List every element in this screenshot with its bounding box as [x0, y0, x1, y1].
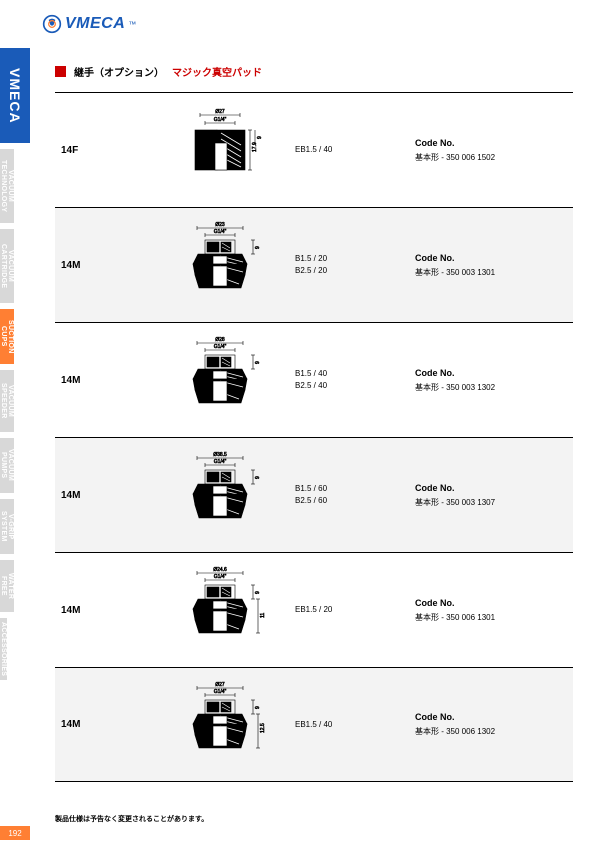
row-spec: B1.5 / 60B2.5 / 60	[295, 483, 415, 507]
footer-note: 製品仕様は予告なく変更されることがあります。	[55, 814, 208, 824]
diagram-4: Ø24.6 G1/4" 9 11	[165, 565, 275, 655]
row-code: Code No. 基本形 - 350 006 1302	[415, 712, 573, 737]
sidebar-item-6[interactable]: WATER FREE	[0, 560, 14, 612]
sidebar-item-7[interactable]: ACCESSORIES	[0, 618, 7, 680]
diagram-0: Ø27 G1/4" 17.9 9	[165, 105, 275, 195]
code-label: Code No.	[415, 598, 573, 608]
spec-row-5: 14M Ø27 G1/4" 9 12.5 EB1.5 / 40 Code No.	[55, 667, 573, 782]
code-label: Code No.	[415, 483, 573, 493]
sidebar: VMECA VACUUM TECHNOLOGY VACUUM CARTRIDGE S…	[0, 48, 30, 680]
spec-row-3: 14M Ø38.5 G1/4" 9 B1.5 / 60B2.5 / 60 Cod…	[55, 437, 573, 552]
section-title-primary: 継手（オプション）	[74, 64, 164, 79]
row-diagram: Ø27 G1/4" 17.9 9	[145, 105, 295, 195]
page-number: 192	[0, 826, 30, 840]
row-spec: B1.5 / 40B2.5 / 40	[295, 368, 415, 392]
svg-text:11: 11	[260, 613, 266, 618]
svg-text:Ø28: Ø28	[215, 337, 225, 343]
sidebar-item-5[interactable]: V-GRIP SYSTEM	[0, 499, 14, 554]
row-label: 14M	[55, 490, 145, 501]
row-code: Code No. 基本形 - 350 003 1307	[415, 483, 573, 508]
svg-text:Ø27: Ø27	[215, 109, 225, 115]
logo-text: VMECA	[65, 15, 125, 33]
row-diagram: Ø24.6 G1/4" 9 11	[145, 565, 295, 655]
svg-text:Ø23: Ø23	[215, 222, 225, 228]
row-diagram: Ø28 G1/4" 9	[145, 335, 295, 425]
svg-text:Ø38.5: Ø38.5	[213, 452, 227, 458]
svg-text:12.5: 12.5	[260, 723, 266, 733]
svg-text:Ø24.6: Ø24.6	[213, 567, 227, 573]
section-header: 継手（オプション） マジック真空パッド	[55, 64, 262, 79]
diagram-1: Ø23 G1/4" 9	[165, 220, 275, 310]
code-label: Code No.	[415, 368, 573, 378]
spec-row-1: 14M Ø23 G1/4" 9 B1.5 / 20B2.5 / 20 Code …	[55, 207, 573, 322]
sidebar-brand: VMECA	[0, 48, 30, 143]
row-label: 14M	[55, 605, 145, 616]
diagram-2: Ø28 G1/4" 9	[165, 335, 275, 425]
sidebar-item-4[interactable]: VACUUM PUMPS	[0, 438, 14, 493]
svg-text:9: 9	[255, 476, 261, 479]
sidebar-item-1[interactable]: VACUUM CARTRIDGE	[0, 229, 14, 303]
spec-row-0: 14F Ø27 G1/4" 17.9 9 EB1.5 / 40 Code No.…	[55, 92, 573, 207]
brand-logo: VMECA ™	[42, 14, 136, 34]
row-code: Code No. 基本形 - 350 003 1302	[415, 368, 573, 393]
row-spec: EB1.5 / 20	[295, 604, 415, 616]
code-label: Code No.	[415, 712, 573, 722]
sidebar-item-0[interactable]: VACUUM TECHNOLOGY	[0, 149, 14, 223]
svg-text:9: 9	[255, 246, 261, 249]
code-label: Code No.	[415, 138, 573, 148]
logo-icon	[42, 14, 62, 34]
section-marker-icon	[55, 66, 66, 77]
code-value: 基本形 - 350 003 1302	[415, 382, 573, 393]
code-value: 基本形 - 350 006 1301	[415, 612, 573, 623]
diagram-3: Ø38.5 G1/4" 9	[165, 450, 275, 540]
logo-tm: ™	[128, 20, 136, 29]
svg-text:G1/4": G1/4"	[214, 344, 227, 350]
code-value: 基本形 - 350 003 1307	[415, 497, 573, 508]
svg-text:G1/4": G1/4"	[214, 229, 227, 235]
svg-text:G1/4": G1/4"	[214, 117, 227, 123]
code-value: 基本形 - 350 003 1301	[415, 267, 573, 278]
svg-text:9: 9	[255, 706, 261, 709]
svg-text:G1/4": G1/4"	[214, 574, 227, 580]
spec-row-2: 14M Ø28 G1/4" 9 B1.5 / 40B2.5 / 40 Code …	[55, 322, 573, 437]
svg-text:9: 9	[255, 591, 261, 594]
row-diagram: Ø27 G1/4" 9 12.5	[145, 680, 295, 770]
svg-text:Ø27: Ø27	[215, 682, 225, 688]
svg-text:G1/4": G1/4"	[214, 459, 227, 465]
row-label: 14M	[55, 375, 145, 386]
row-diagram: Ø38.5 G1/4" 9	[145, 450, 295, 540]
row-spec: B1.5 / 20B2.5 / 20	[295, 253, 415, 277]
svg-text:9: 9	[257, 136, 263, 139]
row-code: Code No. 基本形 - 350 006 1502	[415, 138, 573, 163]
row-spec: EB1.5 / 40	[295, 719, 415, 731]
code-value: 基本形 - 350 006 1302	[415, 726, 573, 737]
sidebar-item-2[interactable]: SUCTION CUPS	[0, 309, 14, 364]
code-value: 基本形 - 350 006 1502	[415, 152, 573, 163]
row-label: 14F	[55, 145, 145, 156]
section-title-secondary: マジック真空パッド	[172, 64, 262, 79]
code-label: Code No.	[415, 253, 573, 263]
row-spec: EB1.5 / 40	[295, 144, 415, 156]
svg-text:G1/4": G1/4"	[214, 689, 227, 695]
main-content: 14F Ø27 G1/4" 17.9 9 EB1.5 / 40 Code No.…	[55, 92, 573, 782]
spec-row-4: 14M Ø24.6 G1/4" 9 11 EB1.5 / 20 Code No.	[55, 552, 573, 667]
row-diagram: Ø23 G1/4" 9	[145, 220, 295, 310]
sidebar-item-3[interactable]: VACUUM SPEEDER	[0, 370, 14, 432]
svg-text:9: 9	[255, 361, 261, 364]
row-label: 14M	[55, 260, 145, 271]
diagram-5: Ø27 G1/4" 9 12.5	[165, 680, 275, 770]
row-code: Code No. 基本形 - 350 003 1301	[415, 253, 573, 278]
row-label: 14M	[55, 719, 145, 730]
row-code: Code No. 基本形 - 350 006 1301	[415, 598, 573, 623]
